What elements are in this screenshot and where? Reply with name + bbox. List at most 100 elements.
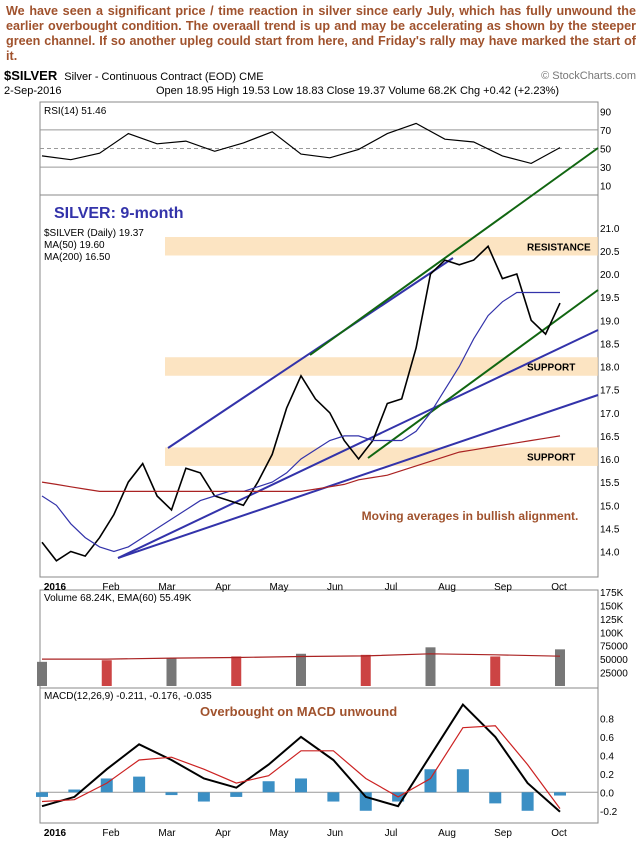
price-tick-label: 18.5 <box>600 339 620 350</box>
price-tick-label: 19.0 <box>600 316 620 327</box>
macd-histogram-bar <box>68 789 81 793</box>
macd-x-tick-label: 2016 <box>44 828 67 839</box>
macd-histogram-bar <box>165 792 178 796</box>
price-legend-item: MA(50) 19.60 <box>44 240 105 251</box>
macd-histogram-bar <box>197 792 210 802</box>
band-label: SUPPORT <box>527 453 575 464</box>
band-label: RESISTANCE <box>527 242 591 253</box>
rsi-tick-label: 30 <box>600 163 612 174</box>
channel-line <box>167 257 454 449</box>
volume-title: Volume 68.24K, EMA(60) 55.49K <box>44 593 192 604</box>
volume-bar <box>296 653 306 686</box>
price-tick-label: 17.5 <box>600 386 620 397</box>
macd-histogram-bar <box>359 792 372 811</box>
macd-histogram-bar <box>295 778 307 793</box>
price-tick-label: 15.0 <box>600 501 620 512</box>
price-x-tick-label: Feb <box>102 582 120 593</box>
price-tick-label: 20.5 <box>600 247 620 258</box>
price-tick-label: 20.0 <box>600 270 620 281</box>
price-panel-frame <box>39 194 599 578</box>
macd-histogram-bar <box>100 778 113 793</box>
macd-x-tick-label: Feb <box>102 828 120 839</box>
macd-histogram-bar <box>489 792 502 804</box>
macd-tick-label: 0.2 <box>600 770 614 781</box>
volume-bar <box>37 661 47 686</box>
rsi-panel-frame <box>39 101 599 196</box>
macd-x-tick-label: Apr <box>215 828 231 839</box>
macd-histogram-bar <box>456 769 469 793</box>
macd-tick-label: 0.6 <box>600 733 614 744</box>
price-tick-label: 18.0 <box>600 363 620 374</box>
macd-histogram-bar <box>230 792 243 797</box>
price-x-tick-label: Jul <box>385 582 398 593</box>
macd-x-tick-label: Oct <box>551 828 567 839</box>
macd-tick-label: 0.0 <box>600 788 614 799</box>
rsi-tick-label: 50 <box>600 145 612 156</box>
commentary-text: We have seen a significant price / time … <box>6 4 636 63</box>
volume-tick-label: 50000 <box>600 655 628 666</box>
price-x-tick-label: Sep <box>494 582 512 593</box>
macd-histogram-bar <box>36 792 48 797</box>
price-tick-label: 17.0 <box>600 409 620 420</box>
volume-tick-label: 100K <box>600 628 624 639</box>
band-label: SUPPORT <box>527 363 575 374</box>
macd-x-tick-label: Jul <box>385 828 398 839</box>
price-x-tick-label: Oct <box>551 582 567 593</box>
volume-bar <box>101 660 112 686</box>
ma-annotation: Moving averages in bullish alignment. <box>362 509 579 523</box>
rsi-line <box>41 122 561 165</box>
macd-x-tick-label: Jun <box>327 828 343 839</box>
volume-tick-label: 75000 <box>600 642 628 653</box>
chart-header: $SILVER Silver - Continuous Contract (EO… <box>4 68 636 99</box>
price-tick-label: 15.5 <box>600 478 620 489</box>
trend-lines <box>117 147 599 559</box>
price-series-line <box>41 291 560 553</box>
price-tick-label: 14.0 <box>600 548 620 559</box>
price-tick-label: 21.0 <box>600 224 620 235</box>
price-chart-title: SILVER: 9-month <box>54 205 183 222</box>
volume-tick-label: 175K <box>600 588 624 599</box>
chart-symbol: $SILVER <box>4 68 58 83</box>
macd-panel-frame <box>39 687 599 824</box>
steep-channel-line <box>309 147 599 356</box>
support-resistance-bands <box>165 237 598 466</box>
price-tick-label: 14.5 <box>600 524 620 535</box>
volume-tick-label: 150K <box>600 601 624 612</box>
channel-line <box>117 329 599 559</box>
volume-bar <box>360 654 371 686</box>
chart-exchange: CME <box>239 71 264 83</box>
volume-tick-label: 125K <box>600 615 624 626</box>
price-tick-label: 16.5 <box>600 432 620 443</box>
chart-date: 2-Sep-2016 <box>4 85 62 97</box>
rsi-tick-label: 70 <box>600 126 612 137</box>
macd-x-tick-label: Mar <box>158 828 176 839</box>
price-legend-item: MA(200) 16.50 <box>44 252 111 263</box>
volume-bar <box>425 647 436 686</box>
volume-panel-frame <box>39 589 599 689</box>
macd-histogram-bar <box>521 792 534 811</box>
macd-x-tick-label: Aug <box>438 828 456 839</box>
macd-histogram-bar <box>554 792 566 796</box>
rsi-tick-label: 10 <box>600 182 612 193</box>
volume-ema-line <box>42 653 561 660</box>
macd-tick-label: -0.2 <box>600 807 618 818</box>
rsi-title: RSI(14) 51.46 <box>44 106 107 117</box>
macd-annotation: Overbought on MACD unwound <box>200 704 397 719</box>
grid <box>40 129 598 793</box>
macd-signal-line <box>41 725 561 809</box>
text-layer: 10 30 50 70 90 RSI(14) 51.46 14.0 14.5 15.0 15.5 1… <box>44 106 628 839</box>
price-series-line <box>41 435 561 492</box>
price-x-tick-label: 2016 <box>44 582 67 593</box>
price-tick-label: 19.5 <box>600 293 620 304</box>
macd-histogram-bar <box>262 781 275 793</box>
macd-title: MACD(12,26,9) -0.211, -0.176, -0.035 <box>44 691 212 702</box>
volume-bar <box>231 656 242 686</box>
macd-histogram-bar <box>327 792 340 802</box>
macd-tick-label: 0.8 <box>600 714 614 725</box>
volume-tick-label: 25000 <box>600 669 628 680</box>
steep-channel-line <box>367 289 599 459</box>
chart-name: Silver - Continuous Contract (EOD) <box>64 71 237 83</box>
macd-tick-label: 0.4 <box>600 751 614 762</box>
price-x-tick-label: Jun <box>327 582 343 593</box>
price-legend-item: $SILVER (Daily) 19.37 <box>44 228 144 239</box>
